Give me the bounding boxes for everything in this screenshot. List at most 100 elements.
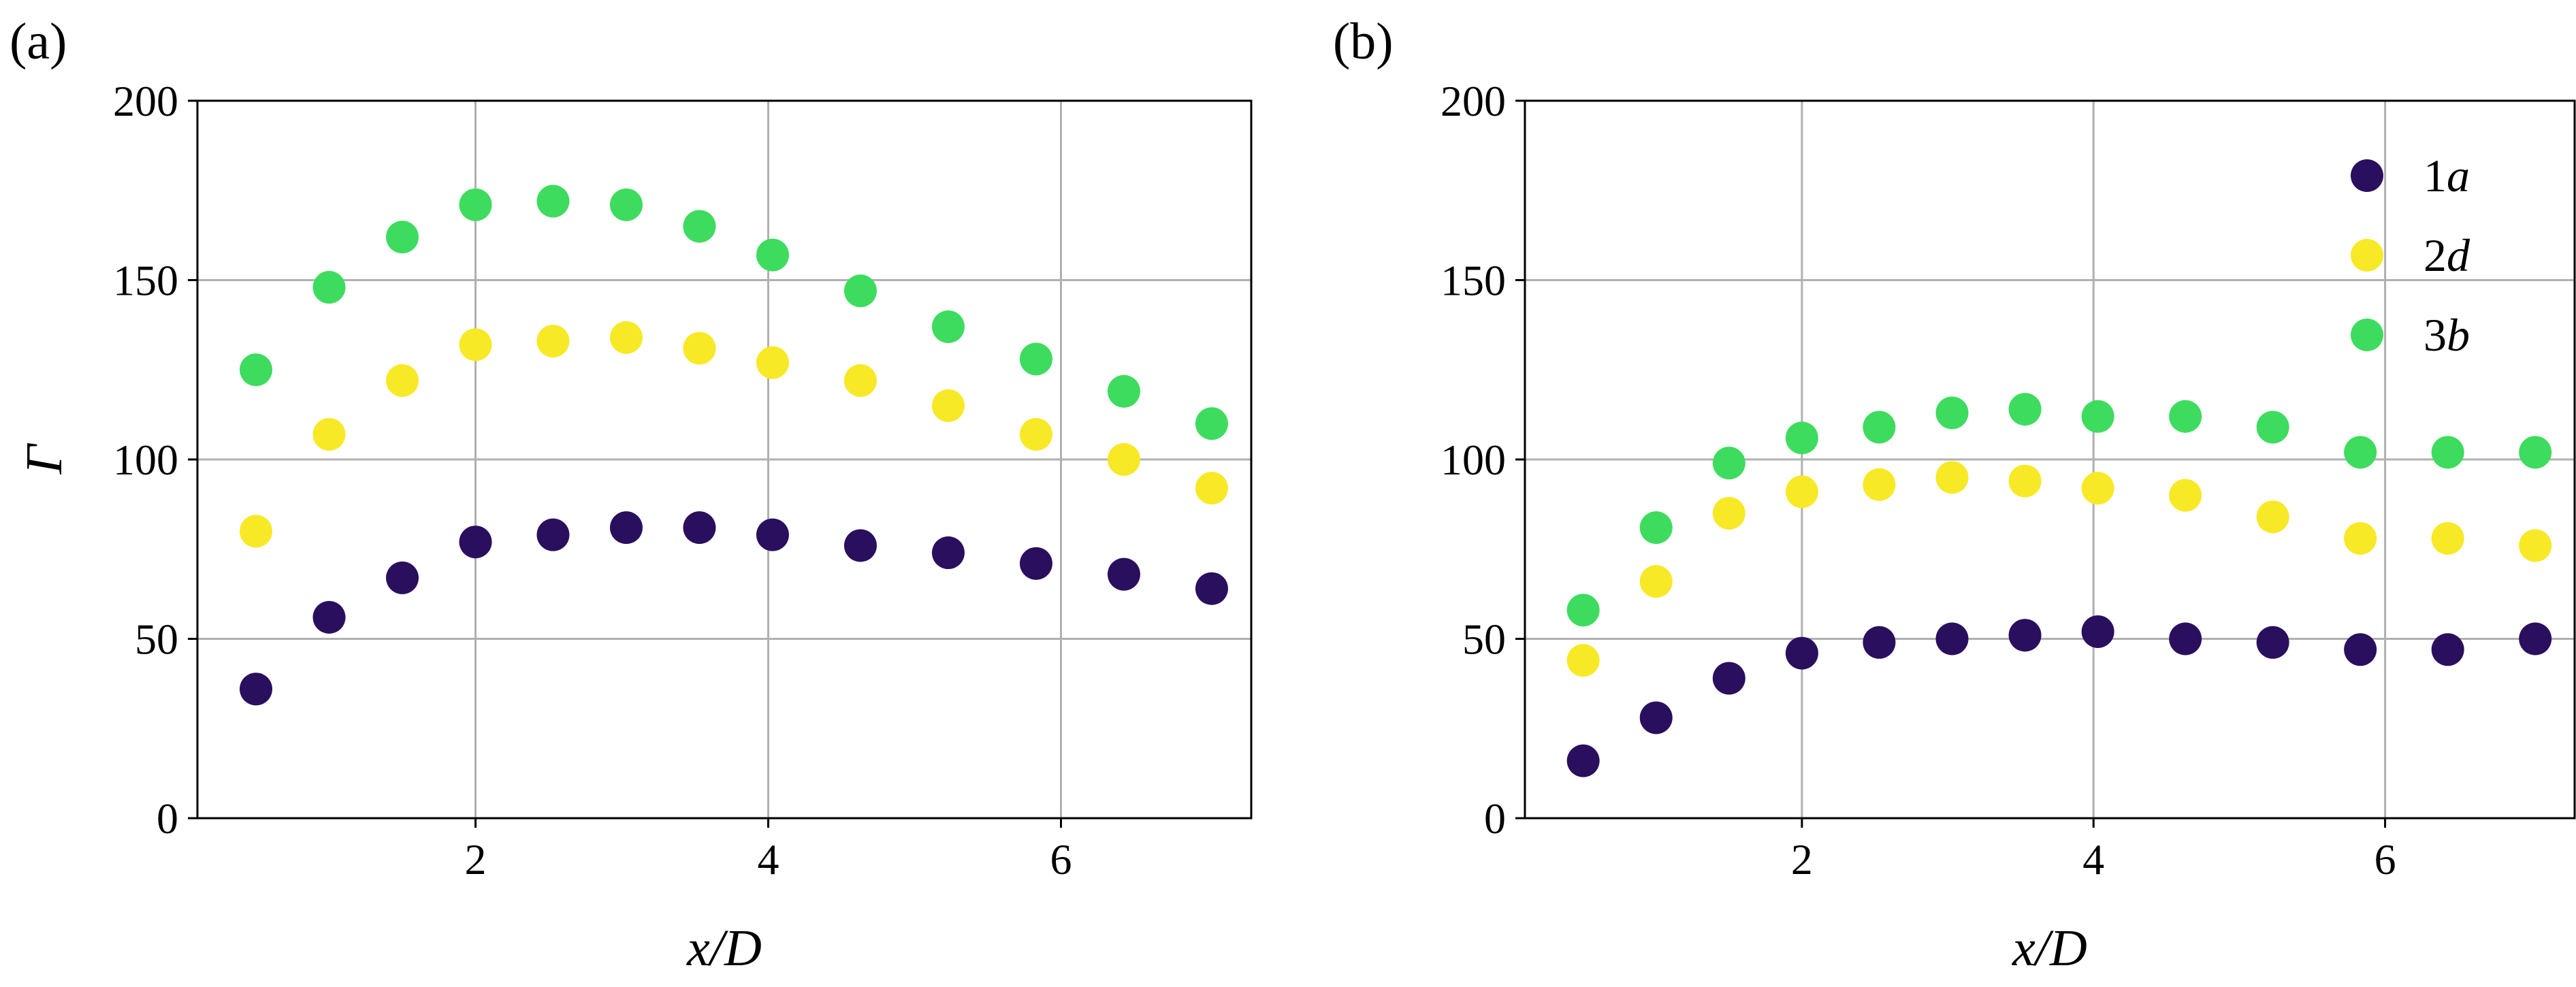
data-point-3b — [2081, 400, 2114, 433]
y-tick-label: 100 — [1440, 436, 1506, 484]
x-axis-label: x/D — [2012, 920, 2087, 977]
panel-b: 2 4 6 0 50 100 150 200 x/D (b) 1a 2d 3b — [1333, 13, 2576, 977]
x-tick-label: 4 — [2082, 835, 2104, 884]
data-point-2d — [2081, 472, 2114, 505]
data-point-2d — [843, 364, 877, 398]
y-tick-label: 0 — [1484, 794, 1506, 843]
data-point-2d — [609, 321, 643, 354]
data-point-3b — [1863, 410, 1896, 444]
data-point-3b — [312, 271, 346, 304]
data-point-3b — [756, 238, 789, 272]
data-point-2d — [312, 418, 346, 451]
x-tick-label: 6 — [1050, 835, 1072, 884]
data-point-3b — [459, 188, 492, 221]
data-point-1a — [1107, 557, 1140, 591]
data-point-1a — [1639, 701, 1673, 734]
data-point-3b — [931, 310, 965, 344]
data-point-2d — [1107, 443, 1140, 476]
x-tick-label: 4 — [758, 835, 779, 884]
data-point-1a — [386, 561, 419, 594]
data-point-3b — [2344, 436, 2377, 469]
data-point-2d — [2431, 521, 2464, 555]
data-point-1a — [1785, 636, 1818, 670]
data-point-1a — [2344, 633, 2377, 666]
data-point-2d — [240, 515, 272, 548]
y-tick-label: 100 — [113, 436, 178, 484]
data-point-1a — [1712, 662, 1745, 695]
data-point-3b — [2008, 393, 2042, 426]
data-point-1a — [1935, 622, 1969, 656]
data-point-1a — [1195, 572, 1228, 605]
data-point-1a — [240, 673, 272, 706]
y-tick-label: 50 — [135, 615, 178, 664]
data-point-3b — [683, 210, 716, 243]
data-point-2d — [2344, 521, 2377, 555]
data-point-2d — [1863, 468, 1896, 501]
y-tick-label: 150 — [113, 257, 178, 305]
data-point-2d — [1566, 644, 1600, 677]
legend-marker-1a — [2351, 159, 2383, 192]
data-point-1a — [2519, 622, 2552, 656]
data-point-3b — [240, 353, 272, 387]
data-point-1a — [1566, 744, 1600, 777]
legend-label-3b: 3b — [2424, 309, 2470, 361]
data-point-3b — [1019, 342, 1052, 376]
data-point-3b — [2431, 436, 2464, 469]
data-point-2d — [1019, 418, 1052, 451]
data-point-3b — [386, 221, 419, 254]
data-point-2d — [1712, 497, 1745, 530]
data-point-3b — [2169, 400, 2202, 433]
data-point-2d — [931, 389, 965, 422]
data-point-2d — [1195, 472, 1228, 505]
panel-a: 2 4 6 0 50 100 150 200 x/D Γ (a) — [10, 13, 1253, 977]
panel-label: (a) — [10, 13, 67, 70]
legend-label-1a: 1a — [2424, 150, 2470, 201]
y-tick-label: 0 — [157, 794, 178, 843]
data-point-1a — [756, 518, 789, 551]
data-point-2d — [2169, 479, 2202, 512]
y-tick-label: 200 — [1440, 77, 1506, 125]
data-point-3b — [609, 188, 643, 221]
data-point-1a — [931, 536, 965, 570]
data-point-1a — [1019, 547, 1052, 580]
data-point-1a — [683, 511, 716, 545]
data-point-2d — [2519, 529, 2552, 562]
data-point-3b — [1107, 374, 1140, 408]
data-point-3b — [2519, 436, 2552, 469]
data-point-2d — [2008, 464, 2042, 498]
y-tick-label: 50 — [1462, 615, 1506, 664]
x-tick-label: 2 — [1791, 835, 1813, 884]
data-point-1a — [536, 518, 570, 551]
data-point-3b — [1639, 511, 1673, 545]
data-point-2d — [536, 325, 570, 358]
data-point-1a — [2081, 615, 2114, 648]
data-point-1a — [609, 511, 643, 545]
data-point-1a — [2008, 619, 2042, 652]
legend-label-2d: 2d — [2424, 229, 2470, 281]
legend-marker-3b — [2351, 319, 2383, 351]
data-point-3b — [2256, 410, 2289, 444]
data-point-3b — [1935, 396, 1969, 430]
data-point-2d — [683, 331, 716, 365]
data-point-1a — [2256, 626, 2289, 659]
data-point-2d — [756, 346, 789, 379]
data-point-1a — [459, 525, 492, 559]
data-point-3b — [843, 274, 877, 308]
data-point-2d — [459, 328, 492, 361]
data-point-2d — [1639, 565, 1673, 598]
data-point-1a — [843, 529, 877, 562]
data-point-2d — [1935, 461, 1969, 494]
x-tick-label: 6 — [2374, 835, 2396, 884]
y-tick-label: 150 — [1440, 257, 1506, 305]
data-point-3b — [1785, 421, 1818, 455]
data-point-3b — [1195, 407, 1228, 440]
data-point-1a — [1863, 626, 1896, 659]
data-point-2d — [1785, 475, 1818, 508]
data-point-3b — [536, 184, 570, 218]
y-tick-label: 200 — [113, 77, 178, 125]
legend-marker-2d — [2351, 239, 2383, 272]
panel-label: (b) — [1333, 13, 1394, 70]
x-axis-label: x/D — [686, 920, 762, 977]
data-point-2d — [386, 364, 419, 398]
